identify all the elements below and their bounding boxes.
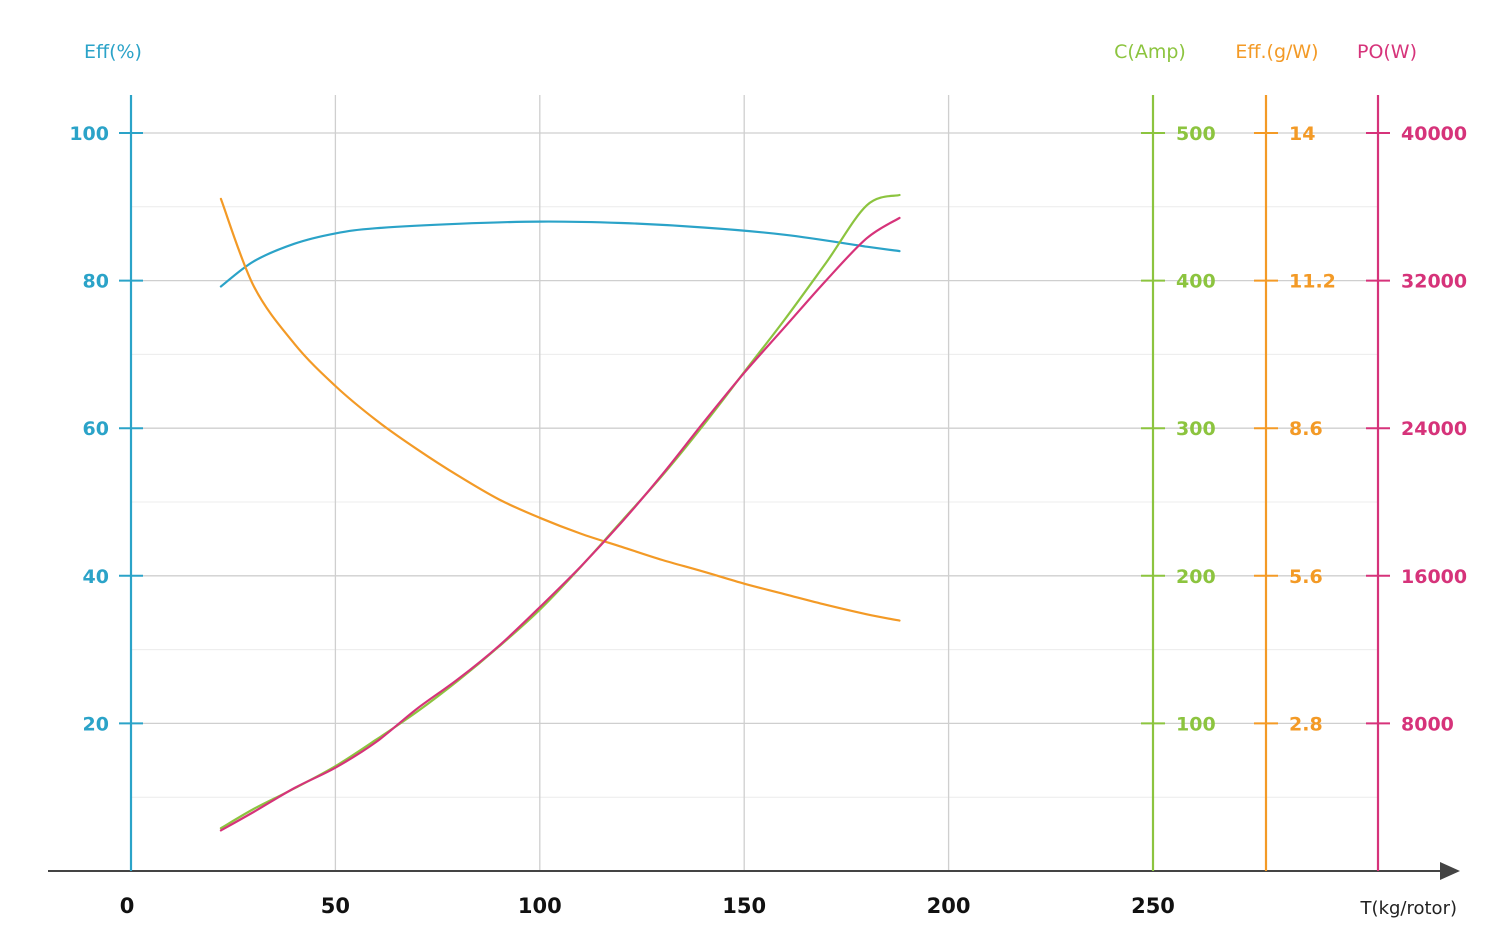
eff_gw-tick-label: 2.8 — [1289, 713, 1323, 735]
eff_gw-series-line — [219, 197, 901, 622]
eff_pct-tick-label: 80 — [83, 271, 109, 293]
x-tick-label: 150 — [722, 894, 766, 918]
x-axis-title: T(kg/rotor) — [1360, 898, 1457, 919]
eff_pct-tick-label: 40 — [83, 566, 109, 588]
current-tick-label: 500 — [1176, 123, 1216, 145]
eff_gw-tick-label: 14 — [1289, 123, 1315, 145]
x-tick-label: 100 — [518, 894, 562, 918]
eff_gw-axis-title: Eff.(g/W) — [1235, 41, 1318, 63]
axis-labels: 0 50 100 150 200 250 T(kg/rotor) Eff(%) 20 40 60 80… — [69, 41, 1467, 919]
power-tick-label: 8000 — [1401, 713, 1454, 735]
axes — [48, 95, 1460, 880]
x-axis-arrow — [1440, 862, 1460, 880]
power-series-line — [219, 216, 901, 832]
current-tick-label: 400 — [1176, 271, 1216, 293]
eff_pct-tick-label: 100 — [69, 123, 109, 145]
power-tick-label: 32000 — [1401, 271, 1467, 293]
x-tick-label: 250 — [1131, 894, 1175, 918]
x-tick-label: 0 — [120, 894, 135, 918]
current-tick-label: 100 — [1176, 713, 1216, 735]
eff_gw-tick-label: 11.2 — [1289, 271, 1336, 293]
current-axis-title: C(Amp) — [1114, 41, 1186, 63]
grid-lines — [131, 95, 1378, 871]
current-tick-label: 200 — [1176, 566, 1216, 588]
power-tick-label: 24000 — [1401, 418, 1467, 440]
eff_pct-tick-label: 20 — [83, 713, 109, 735]
power-tick-label: 40000 — [1401, 123, 1467, 145]
current-tick-label: 300 — [1176, 418, 1216, 440]
eff_pct-axis-title: Eff(%) — [84, 41, 142, 63]
x-tick-label: 200 — [927, 894, 971, 918]
eff_gw-tick-label: 5.6 — [1289, 566, 1323, 588]
eff_pct-tick-label: 60 — [83, 418, 109, 440]
eff_pct-series-line — [219, 220, 901, 288]
power-tick-label: 16000 — [1401, 566, 1467, 588]
eff_gw-tick-label: 8.6 — [1289, 418, 1323, 440]
current-series-line — [219, 193, 901, 830]
power-axis-title: PO(W) — [1357, 41, 1417, 63]
x-tick-label: 50 — [321, 894, 350, 918]
series-lines — [219, 193, 901, 832]
